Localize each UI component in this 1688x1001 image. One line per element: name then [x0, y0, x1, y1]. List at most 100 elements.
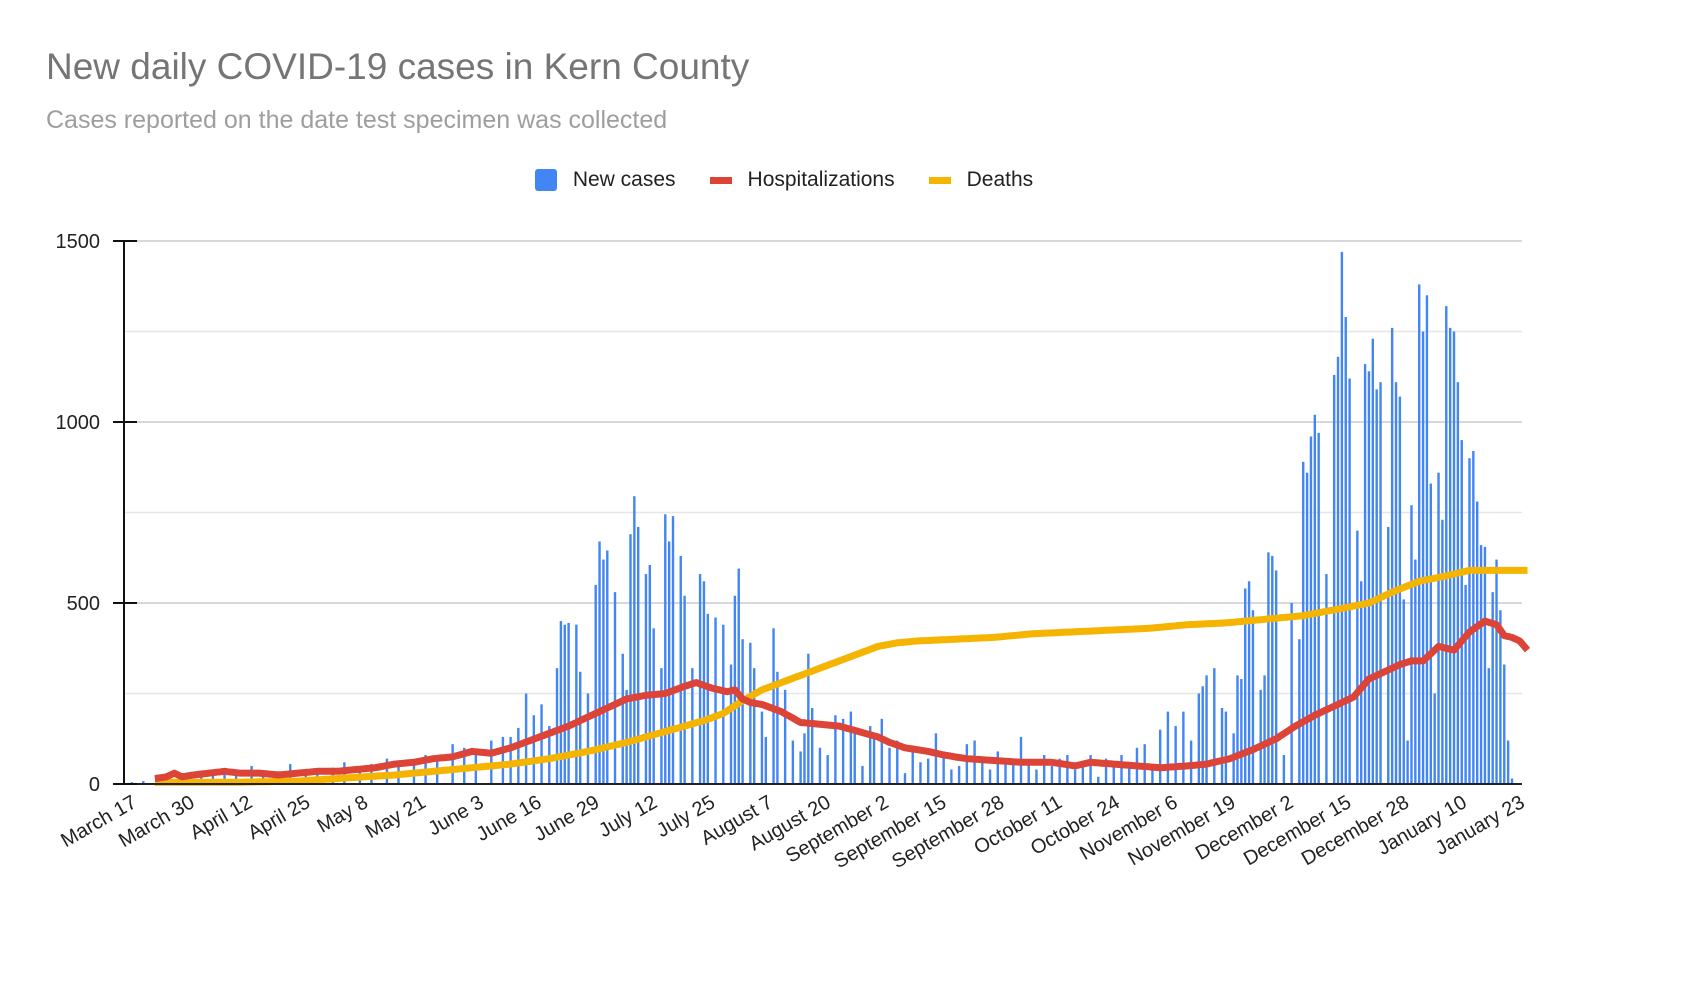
bar-new-cases — [1317, 432, 1320, 784]
bar-new-cases — [1410, 505, 1413, 784]
x-tick-label: June 16 — [473, 791, 546, 846]
bar-new-cases — [1081, 762, 1085, 784]
bar-new-cases — [1120, 755, 1123, 784]
bar-new-cases — [934, 733, 938, 784]
bar-new-cases — [1259, 689, 1262, 784]
bar-new-cases — [803, 733, 806, 784]
x-tick-label: July 12 — [595, 791, 661, 842]
bar-new-cases — [1205, 675, 1208, 784]
bar-new-cases — [698, 574, 702, 784]
bar-new-cases — [1464, 584, 1467, 784]
bar-new-cases — [1336, 356, 1340, 784]
x-tick-label: April 25 — [244, 791, 314, 844]
bar-new-cases — [714, 617, 717, 784]
chart-title: New daily COVID-19 cases in Kern County — [46, 46, 750, 87]
bar-new-cases — [501, 736, 505, 784]
bar-new-cases — [1302, 461, 1305, 784]
bar-new-cases — [896, 740, 899, 784]
bar-new-cases — [1332, 374, 1336, 784]
bar-new-cases — [1425, 295, 1429, 784]
bar-new-cases — [791, 740, 795, 784]
bar-new-cases — [1483, 546, 1487, 784]
bar-new-cases — [579, 671, 582, 784]
bar-new-cases — [741, 639, 744, 784]
bar-new-cases — [1213, 668, 1216, 784]
bar-new-cases — [807, 653, 810, 784]
bar-new-cases — [555, 668, 559, 784]
y-tick-label: 0 — [89, 774, 100, 796]
legend-item-hospitalizations[interactable]: Hospitalizations — [709, 168, 895, 192]
bar-new-cases — [1251, 610, 1255, 784]
bar-new-cases — [1274, 570, 1278, 784]
bar-new-cases — [1282, 755, 1286, 784]
bar-new-cases — [1290, 603, 1293, 784]
bar-new-cases — [637, 526, 640, 784]
bar-new-cases — [903, 773, 907, 784]
bar-new-cases — [575, 624, 578, 784]
bar-new-cases — [1027, 762, 1030, 784]
bar-new-cases — [679, 555, 682, 784]
bar-new-cases — [1344, 317, 1347, 784]
x-tick-label: May 8 — [314, 791, 372, 837]
line-series — [154, 566, 1531, 786]
bar-new-cases — [1073, 769, 1077, 784]
bar-new-cases — [1406, 740, 1409, 784]
legend: New cases Hospitalizations Deaths — [0, 168, 1568, 192]
bar-new-cases — [776, 671, 779, 784]
bar-new-cases — [1433, 693, 1436, 784]
bar-new-cases — [1151, 765, 1154, 784]
bar-new-cases — [1414, 559, 1417, 784]
bar-new-cases — [950, 769, 953, 784]
bar-new-cases — [1441, 519, 1444, 784]
bar-new-cases — [818, 747, 822, 784]
bar-new-cases — [799, 751, 802, 784]
legend-item-new-cases[interactable]: New cases — [534, 168, 676, 192]
bar-new-cases — [142, 781, 145, 784]
bar-new-cases — [1394, 382, 1398, 784]
bar-new-cases — [1309, 436, 1313, 784]
bar-new-cases — [749, 642, 752, 784]
line-hospitalizations — [154, 617, 1531, 783]
bar-new-cases — [1240, 679, 1243, 784]
bar-new-cases — [1476, 501, 1479, 784]
bar-new-cases — [540, 704, 543, 784]
bar-new-cases — [1487, 668, 1491, 784]
gridlines — [124, 240, 1522, 695]
bar-new-cases — [942, 751, 945, 784]
y-tick-label: 1500 — [56, 231, 101, 253]
bar-new-cases — [1367, 371, 1371, 784]
bar-new-cases — [1468, 458, 1471, 784]
bar-new-cases — [1097, 776, 1100, 784]
bar-new-cases — [1066, 755, 1069, 784]
bar-new-cases — [1479, 545, 1483, 784]
legend-item-deaths[interactable]: Deaths — [928, 168, 1033, 192]
bar-new-cases — [548, 726, 551, 784]
bar-new-cases — [517, 727, 520, 784]
bar-new-cases — [633, 496, 636, 784]
bar-new-cases — [841, 718, 845, 784]
bar-new-cases — [1402, 599, 1405, 784]
bar-new-cases — [1452, 331, 1456, 784]
bar-new-cases — [1375, 389, 1378, 784]
bar-new-cases — [586, 693, 590, 784]
bar-new-cases — [1112, 762, 1115, 784]
bar-new-cases — [1387, 526, 1390, 784]
bar-new-cases — [660, 668, 663, 784]
bar-new-cases — [1128, 762, 1131, 784]
bar-new-cases — [764, 736, 768, 784]
bar-new-cases — [211, 773, 215, 784]
bar-new-cases — [594, 584, 597, 784]
bar-new-cases — [1460, 440, 1463, 784]
legend-swatch-hospitalizations — [709, 176, 732, 184]
bar-new-cases — [1042, 755, 1046, 784]
bar-new-cases — [1313, 414, 1317, 784]
bar-new-cases — [861, 765, 864, 784]
bar-new-cases — [1035, 769, 1038, 784]
bar-new-cases — [1244, 588, 1247, 784]
bar-new-cases — [1437, 472, 1440, 784]
bar-new-cases — [888, 747, 891, 784]
bar-new-cases — [1158, 729, 1162, 784]
bar-new-cases — [729, 664, 733, 784]
bar-new-cases — [234, 773, 238, 784]
